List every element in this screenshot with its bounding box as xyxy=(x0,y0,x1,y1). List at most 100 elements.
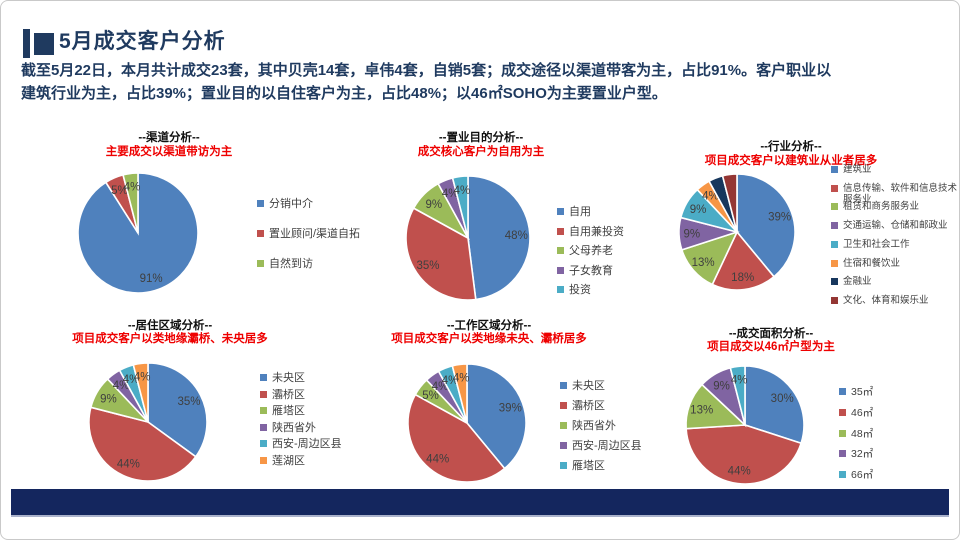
legend-item: 金融业 xyxy=(831,276,957,287)
value-label: 48% xyxy=(505,230,528,242)
chart-subtitle: 项目成交客户以建筑业从业者居多 xyxy=(704,155,878,167)
legend-item: 建筑业 xyxy=(831,164,957,175)
legend-swatch-icon xyxy=(831,166,838,173)
legend-swatch-icon xyxy=(560,402,567,409)
legend-item: 子女教育 xyxy=(557,265,657,278)
legend-label: 租赁和商务服务业 xyxy=(843,201,920,213)
chart-work-area-analysis: --工作区域分析-- 项目成交客户以类地缘未央、灞桥居多 39% 44% 5% 4% 4% 4… xyxy=(361,313,661,485)
legend-swatch-icon xyxy=(831,203,838,211)
legend-label: 西安-周边区县 xyxy=(572,440,642,452)
legend-item: 文化、体育和娱乐业 xyxy=(831,295,957,306)
legend-label: 分销中介 xyxy=(269,198,313,210)
legend-swatch-icon xyxy=(560,462,567,469)
chart-title: --置业目的分析-- xyxy=(438,132,524,144)
chart-subtitle: 项目成交客户以类地缘灞桥、未央居多 xyxy=(72,333,268,345)
legend-item: 雁塔区 xyxy=(560,460,670,473)
legend-label: 46㎡ xyxy=(851,406,874,419)
value-label: 4% xyxy=(124,182,141,194)
value-label: 4% xyxy=(702,190,719,202)
pie-slice xyxy=(685,424,803,485)
chart-residence-area-analysis: --居住区域分析-- 项目成交客户以类地缘灞桥、未央居多 35% 44% 9% 4% 4% 4… xyxy=(31,313,361,485)
legend-item: 交通运输、仓储和邮政业 xyxy=(831,220,957,231)
pie-slice xyxy=(729,365,746,426)
legend-swatch-icon xyxy=(260,423,267,431)
value-label: 44% xyxy=(426,454,449,466)
pie-slice xyxy=(721,173,738,233)
legend-label: 灞桥区 xyxy=(572,400,605,412)
summary-line-1: 截至5月22日，本月共计成交23套，其中贝壳14套，卓伟4套，自销5套；成交途径… xyxy=(21,62,832,79)
legend-swatch-icon xyxy=(260,374,267,381)
chart-title: --成交面积分析-- xyxy=(728,328,814,340)
chart-subtitle: 主要成交以渠道带访为主 xyxy=(105,146,233,158)
chart-title: --渠道分析-- xyxy=(138,132,200,144)
value-label: 35% xyxy=(177,396,200,408)
legend-swatch-icon xyxy=(260,407,267,415)
legend-item: 置业顾问/渠道自拓 xyxy=(257,228,375,241)
legend-swatch-icon xyxy=(557,266,564,274)
chart-subtitle: 项目成交以46㎡户型为主 xyxy=(707,341,835,353)
legend-item: 信息传输、软件和信息技术服务业 xyxy=(831,183,957,205)
pie: 39%44%5%4%4%4% xyxy=(407,363,527,483)
value-label: 13% xyxy=(692,257,715,269)
legend-item: 陕西省外 xyxy=(560,420,670,433)
legend-swatch-icon xyxy=(831,184,838,192)
legend-label: 66㎡ xyxy=(851,469,874,482)
legend-swatch-icon xyxy=(257,230,264,237)
summary-line-2: 建筑行业为主，占比39%；置业目的以自住客户为主，占比48%；以46㎡SOHO为… xyxy=(21,85,667,102)
legend-item: 西安-周边区县 xyxy=(560,440,670,453)
value-label: 39% xyxy=(768,212,791,224)
legend-label: 32㎡ xyxy=(851,448,874,461)
legend-swatch-icon xyxy=(257,260,264,267)
legend-item: 陕西省外 xyxy=(260,422,370,435)
value-label: 35% xyxy=(416,260,439,272)
legend-swatch-icon xyxy=(557,227,564,235)
legend-item: 自用兼投资 xyxy=(557,226,657,239)
summary-text: 截至5月22日，本月共计成交23套，其中贝壳14套，卓伟4套，自销5套；成交途径… xyxy=(21,59,949,105)
legend-item: 雁塔区 xyxy=(260,405,370,418)
legend-swatch-icon xyxy=(831,259,838,267)
legend-label: 莲湖区 xyxy=(272,455,305,467)
value-label: 30% xyxy=(771,393,794,405)
legend-item: 48㎡ xyxy=(839,428,949,440)
pie: 39% 18% 13% 9% 9% 4% xyxy=(678,173,796,291)
pie-slice xyxy=(147,362,208,458)
legend-item: 住宿和餐饮业 xyxy=(831,258,957,269)
chart-industry-analysis: --行业分析-- 项目成交客户以建筑业从业者居多 39% 18% 13% 9% 9% 4% 建筑… xyxy=(656,129,959,325)
value-label: 5% xyxy=(422,390,439,402)
legend-swatch-icon xyxy=(831,296,838,304)
chart-channel-analysis: --渠道分析-- 主要成交以渠道带访为主 91% 5% 4% 分销中介 置业顾问/渠道自拓自… xyxy=(31,123,361,315)
legend-swatch-icon xyxy=(839,408,846,416)
legend-label: 住宿和餐饮业 xyxy=(843,257,901,269)
legend-item: 分销中介 xyxy=(257,198,375,211)
header-square-icon xyxy=(34,33,54,55)
legend-item: 灞桥区 xyxy=(560,400,670,413)
legend-swatch-icon xyxy=(557,247,564,254)
legend-swatch-icon xyxy=(831,240,838,248)
legend-label: 父母养老 xyxy=(569,245,613,257)
legend-item: 46㎡ xyxy=(839,407,949,419)
legend-label: 自用兼投资 xyxy=(569,225,624,238)
legend-item: 莲湖区 xyxy=(260,455,370,468)
chart-purchase-purpose-analysis: --置业目的分析-- 成交核心客户为自用为主 48% 35% 9% 4% 4% 自用 自用兼投资… xyxy=(361,123,661,315)
value-label: 9% xyxy=(690,204,707,216)
legend-label: 48㎡ xyxy=(851,427,874,440)
legend-label: 陕西省外 xyxy=(272,421,316,434)
legend-item: 自用 xyxy=(557,206,657,219)
pie-slice xyxy=(711,230,776,291)
pie-slice xyxy=(88,406,197,482)
value-label: 13% xyxy=(690,404,713,416)
legend-label: 子女教育 xyxy=(569,264,613,277)
value-label: 4% xyxy=(442,188,459,200)
legend-swatch-icon xyxy=(557,286,564,293)
value-label: 4% xyxy=(432,381,449,393)
value-label: 9% xyxy=(100,394,117,406)
page-title: 5月成交客户分析 xyxy=(59,30,226,53)
legend-item: 66㎡ xyxy=(839,469,949,481)
legend-item: 父母养老 xyxy=(557,245,657,258)
legend-label: 自用 xyxy=(569,206,591,218)
legend-label: 西安-周边区县 xyxy=(272,438,342,451)
legend-label: 35㎡ xyxy=(851,386,874,398)
legend-label: 置业顾问/渠道自拓 xyxy=(269,228,361,240)
legend-item: 投资 xyxy=(557,284,657,297)
